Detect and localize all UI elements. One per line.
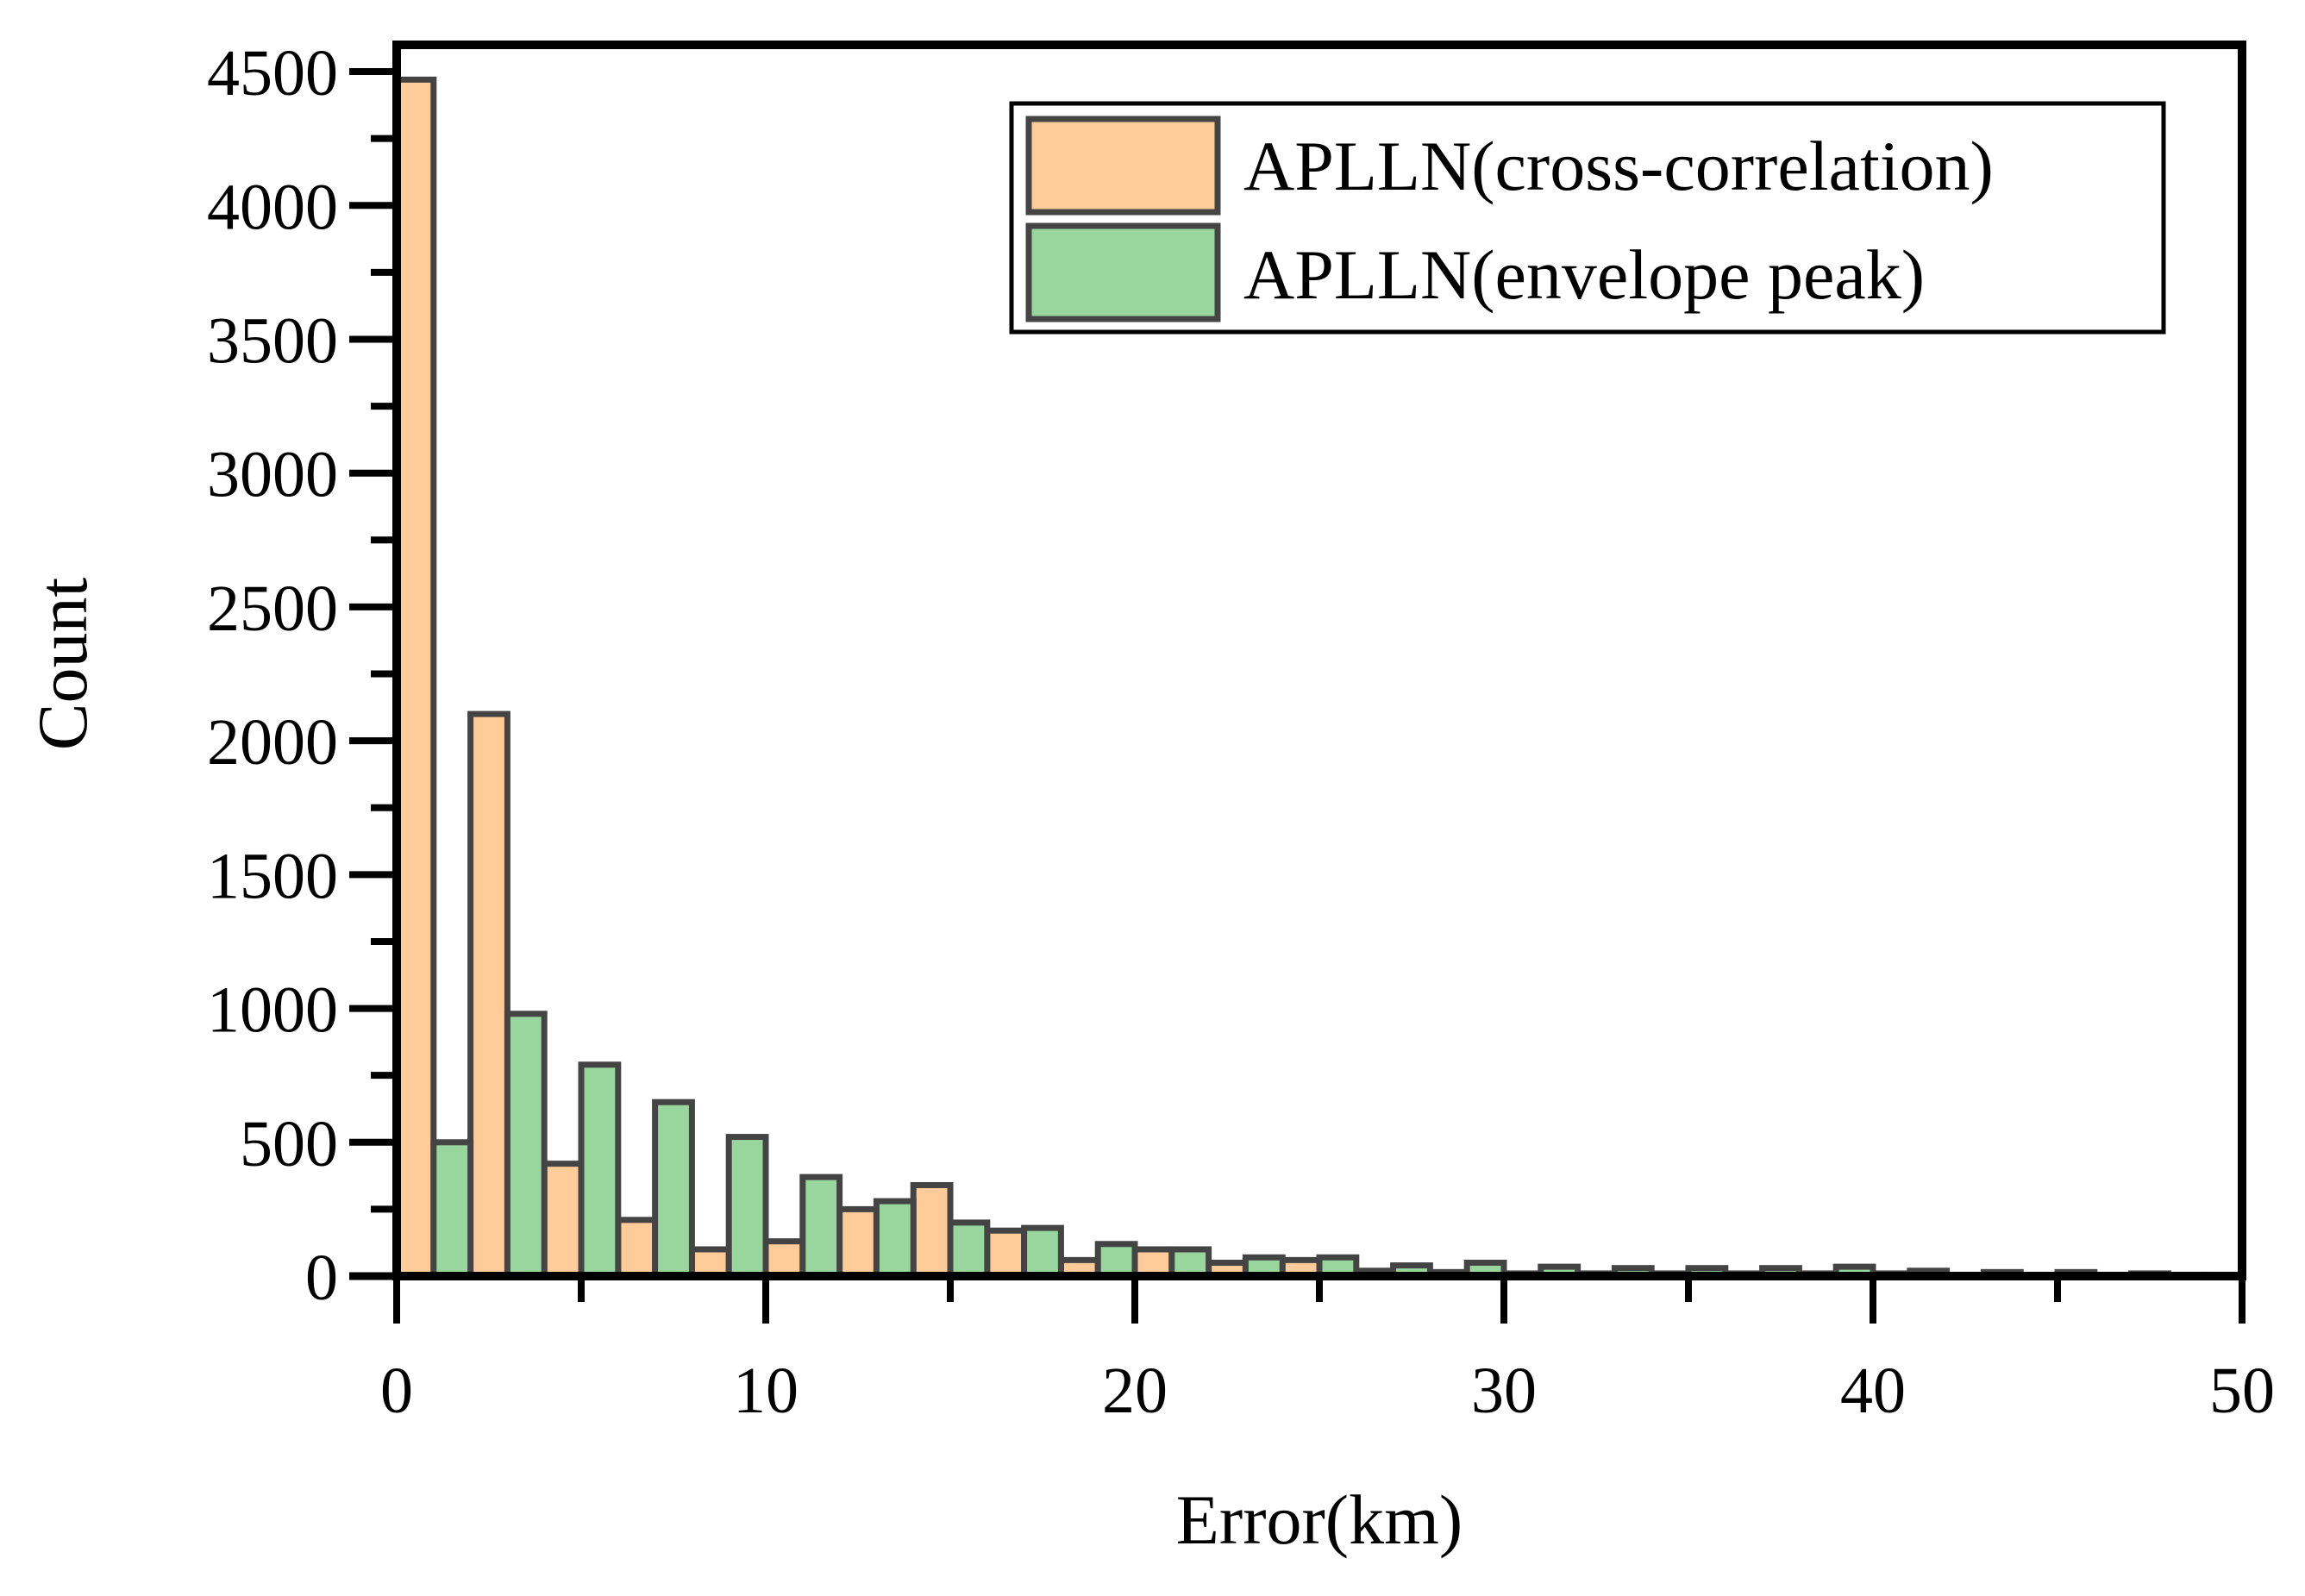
bar-series-1-bin-3 (652, 1098, 695, 1280)
y-axis-label: Count (23, 578, 102, 751)
y-tick-label: 1000 (207, 974, 338, 1047)
bar-series-1-bin-9 (1094, 1241, 1138, 1280)
x-axis-label: Error(km) (1176, 1480, 1463, 1559)
bar-series-0-bin-7 (910, 1181, 954, 1280)
legend-label-cross-correlation: APLLN(cross-correlation) (1243, 127, 1994, 205)
y-tick-label: 0 (305, 1242, 338, 1314)
bar-series-1-bin-4 (725, 1134, 769, 1280)
x-axis: 0 10 20 30 40 50 (380, 1276, 2275, 1427)
y-axis: 0 500 1000 1500 2000 2500 3000 3500 4000 4500 (207, 37, 397, 1314)
x-tick-label: 0 (380, 1355, 413, 1427)
y-tick-label: 4500 (207, 37, 338, 110)
x-tick-label: 10 (733, 1355, 799, 1427)
x-tick-label: 30 (1471, 1355, 1537, 1427)
y-tick-label: 1500 (207, 840, 338, 912)
bar-series-0-bin-2 (541, 1161, 585, 1280)
bar-series-1-bin-8 (1021, 1224, 1064, 1280)
y-tick-label: 2000 (207, 706, 338, 779)
legend-label-envelope-peak: APLLN(envelope peak) (1243, 235, 1925, 314)
legend-swatch-envelope-peak (1025, 222, 1221, 322)
bar-series-0-bin-1 (467, 710, 510, 1280)
bar-series-0-bin-5 (762, 1238, 806, 1280)
legend: APLLN(cross-correlation) APLLN(envelope … (1009, 101, 2166, 335)
bar-series-1-bin-2 (578, 1061, 622, 1280)
bar-series-0-bin-6 (836, 1205, 880, 1280)
x-tick-label: 40 (1840, 1355, 1906, 1427)
bar-series-1-bin-7 (947, 1219, 991, 1280)
legend-swatch-cross-correlation (1025, 116, 1221, 216)
bar-series-0-bin-0 (393, 76, 437, 1280)
bar-series-1-bin-1 (504, 1011, 548, 1280)
y-tick-label: 2500 (207, 573, 338, 645)
bar-series-0-bin-8 (984, 1227, 1028, 1280)
bar-series-1-bin-5 (799, 1174, 843, 1280)
bar-series-1-bin-0 (430, 1139, 474, 1280)
x-tick-label: 20 (1102, 1355, 1168, 1427)
y-tick-label: 4000 (207, 171, 338, 243)
y-tick-label: 500 (240, 1108, 338, 1180)
bar-series-0-bin-3 (615, 1217, 659, 1280)
y-tick-label: 3000 (207, 439, 338, 511)
y-tick-label: 3500 (207, 304, 338, 377)
bar-series-1-bin-6 (873, 1198, 917, 1280)
x-tick-label: 50 (2209, 1355, 2275, 1427)
